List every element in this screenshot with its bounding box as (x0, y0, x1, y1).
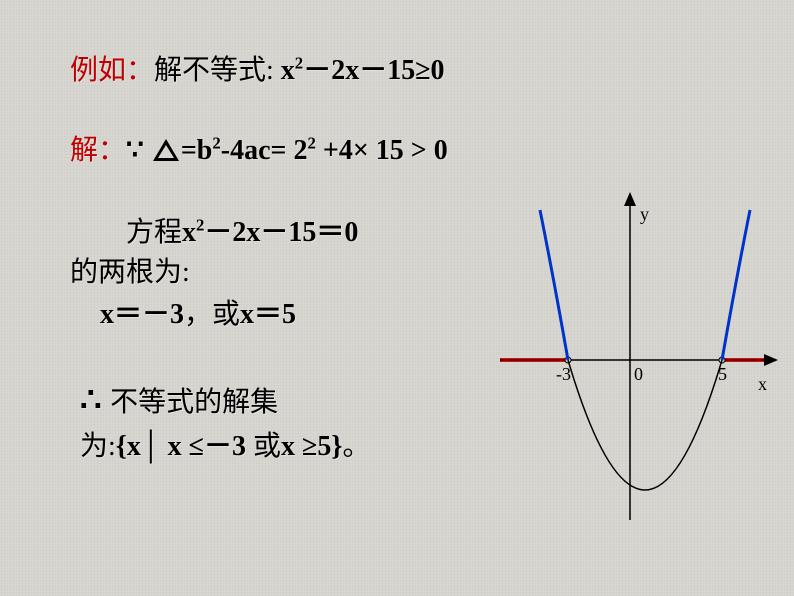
y-axis-arrow (624, 192, 636, 206)
because-symbol: ∵ (126, 135, 151, 166)
label-right-root: 5 (718, 364, 727, 384)
text-solve-inequality: 解不等式: (154, 55, 281, 86)
line-equation: 方程x2－2x－15＝0 (70, 210, 358, 250)
delta-triangle-icon (153, 139, 179, 161)
line-roots: x＝－3，或x＝5 (100, 292, 296, 332)
math-inequality: x2－2x－15≥0 (281, 55, 445, 86)
text-or2: 或 (253, 431, 281, 462)
parabola-right-arm (722, 210, 750, 360)
therefore-symbol: ∴ (80, 382, 110, 419)
parabola-left-arm (540, 210, 568, 360)
text-equation-intro: 方程 (70, 217, 182, 248)
parabola-graph: y x 0 -3 5 (500, 190, 780, 530)
text-solution-set: 不等式的解集 (110, 387, 278, 418)
line-example: 例如：解不等式: x2－2x－15≥0 (70, 48, 445, 88)
math-set: {x│ x ≤－3 (116, 431, 253, 462)
text-period: 。 (342, 431, 370, 462)
math-root2: x＝5 (240, 299, 296, 330)
label-solution: 解： (70, 135, 126, 166)
label-origin: 0 (634, 364, 643, 384)
line-discriminant: 解：∵ =b2-4ac= 22 +4× 15 > 0 (70, 128, 448, 168)
label-x: x (758, 374, 767, 394)
math-set2: x ≥5} (281, 431, 342, 462)
label-y: y (640, 204, 649, 224)
line-solution-set: 为:{x│ x ≤－3 或x ≥5}。 (80, 424, 370, 464)
text-is: 为: (80, 431, 116, 462)
label-example: 例如： (70, 55, 154, 86)
math-discriminant: =b2-4ac= 22 +4× 15 > 0 (181, 135, 448, 166)
math-equation: x2－2x－15＝0 (182, 217, 358, 248)
math-root1: x＝－3 (100, 299, 184, 330)
parabola-inside (568, 360, 722, 490)
label-left-root: -3 (556, 364, 571, 384)
x-axis-arrow (764, 354, 778, 366)
line-roots-intro: 的两根为: (70, 250, 190, 290)
line-therefore: ∴ 不等式的解集 (80, 380, 278, 420)
text-or1: ，或 (184, 299, 240, 330)
